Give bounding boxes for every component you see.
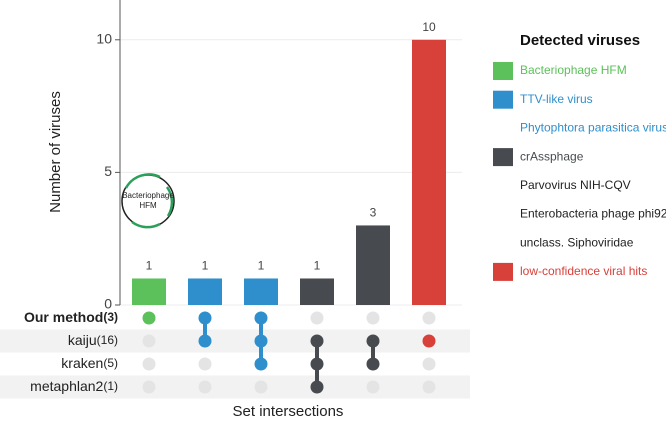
gene-arrow: [131, 220, 161, 229]
row-band: [0, 375, 470, 399]
set-size: (5): [103, 356, 118, 370]
dot-inactive: [366, 380, 380, 394]
dot-active: [142, 311, 156, 325]
dot-active: [310, 334, 324, 348]
dot-active: [254, 311, 268, 325]
dot-active: [422, 334, 436, 348]
dot-active: [310, 357, 324, 371]
dot-inactive: [142, 334, 156, 348]
bar-label: 1: [314, 259, 321, 273]
gene-arrow: [124, 173, 161, 189]
icon-label: HFM: [139, 201, 157, 210]
legend-swatch: [493, 148, 513, 167]
legend-swatch: [493, 62, 513, 80]
bar: [356, 225, 390, 305]
set-label: metaphlan2(1): [30, 378, 118, 394]
dot-inactive: [422, 311, 436, 325]
legend-label: TTV-like virus: [520, 92, 593, 106]
dot-active: [198, 311, 212, 325]
bar-label: 1: [258, 259, 265, 273]
dot-inactive: [422, 380, 436, 394]
phage-icon: Bacteriophage HFM: [121, 173, 175, 229]
legend-swatch: [493, 262, 513, 281]
set-label: Our method(3): [24, 309, 118, 325]
dot-inactive: [142, 357, 156, 371]
y-tick-label: 5: [104, 163, 112, 179]
set-size: (1): [103, 379, 118, 393]
set-name: Our method: [24, 309, 103, 325]
legend-title: Detected viruses: [520, 32, 640, 49]
bar-label: 3: [370, 206, 377, 220]
dot-inactive: [142, 380, 156, 394]
bar: [188, 278, 222, 305]
legend-label: Bacteriophage HFM: [520, 63, 627, 77]
dot-inactive: [310, 311, 324, 325]
set-name: kraken: [61, 355, 103, 371]
dot-inactive: [198, 357, 212, 371]
dot-inactive: [422, 357, 436, 371]
bar: [412, 39, 446, 306]
dot-inactive: [198, 380, 212, 394]
icon-label: Bacteriophage: [122, 191, 174, 200]
legend-label: crAssphage: [520, 149, 584, 163]
dot-active: [198, 334, 212, 348]
bar: [132, 278, 166, 305]
set-name: metaphlan2: [30, 378, 103, 394]
dot-active: [254, 334, 268, 348]
bar: [244, 278, 278, 305]
bar: [300, 278, 334, 305]
bar-label: 10: [422, 20, 436, 34]
dot-active: [366, 334, 380, 348]
set-label: kraken(5): [61, 355, 118, 371]
dot-active: [254, 357, 268, 371]
legend-swatch: [493, 90, 513, 109]
row-band: [0, 329, 470, 353]
bar-label: 1: [146, 259, 153, 273]
gene-arrow: [165, 186, 174, 217]
dot-inactive: [366, 311, 380, 325]
bar-label: 1: [202, 259, 209, 273]
legend-label: Enterobacteria phage phi92: [520, 207, 666, 221]
y-axis-label: Number of viruses: [47, 91, 64, 213]
legend-label: low-confidence viral hits: [520, 264, 647, 278]
legend-label: Parvovirus NIH-CQV: [520, 178, 631, 192]
y-tick-label: 0: [104, 296, 112, 312]
set-label: kaiju(16): [68, 332, 118, 348]
set-name: kaiju: [68, 332, 97, 348]
set-size: (3): [103, 310, 118, 324]
dot-inactive: [254, 380, 268, 394]
dot-active: [366, 357, 380, 371]
legend-label: Phytophtora parasitica virus: [520, 121, 666, 135]
y-tick-label: 10: [96, 30, 112, 46]
x-axis-label: Set intersections: [233, 403, 344, 420]
legend-label: unclass. Siphoviridae: [520, 235, 634, 249]
dot-active: [310, 380, 324, 394]
set-size: (16): [97, 333, 118, 347]
